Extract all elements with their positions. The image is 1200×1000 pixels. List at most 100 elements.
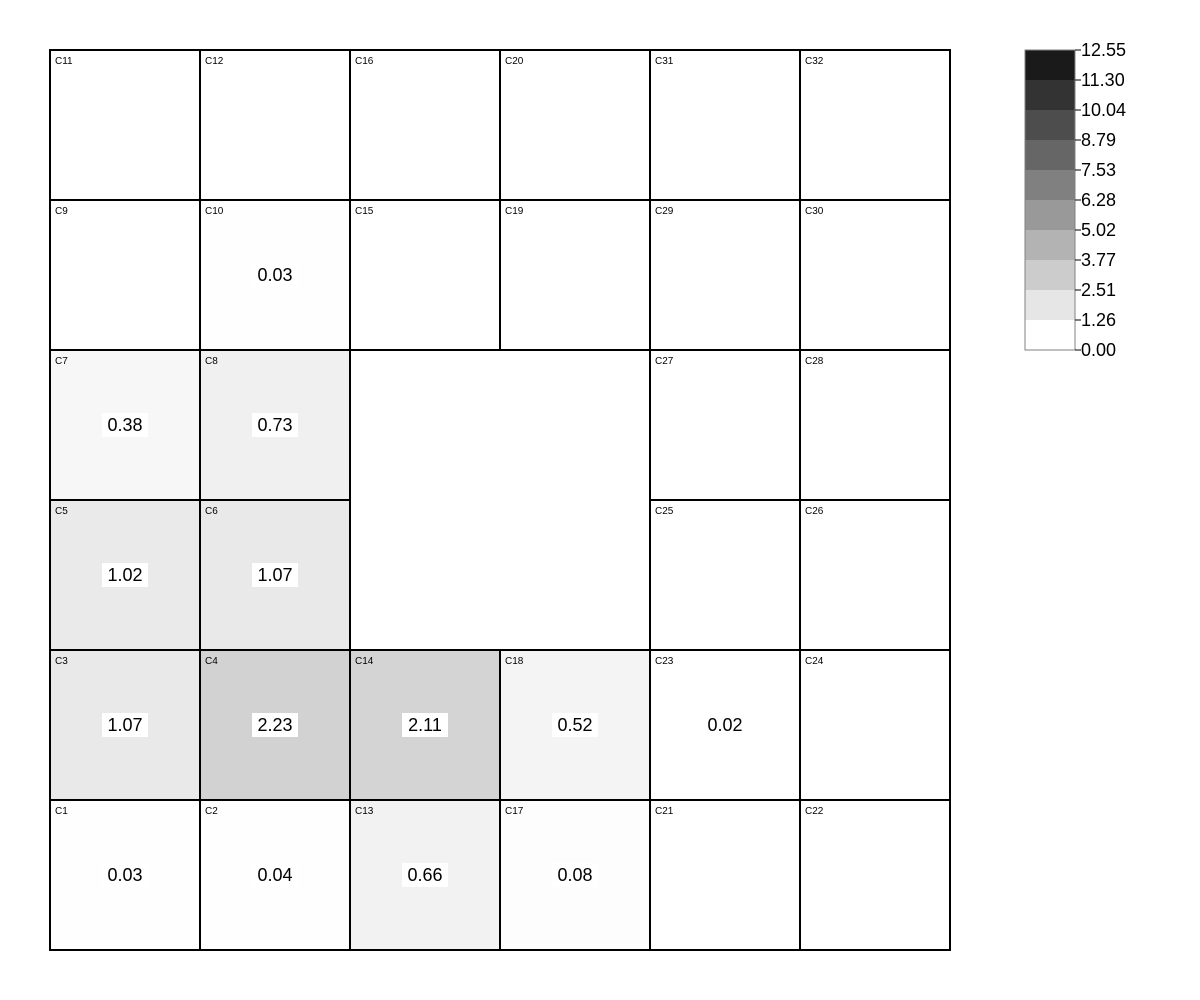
heatmap-cell: C7 0.38 xyxy=(49,349,201,501)
heatmap-cell: C12 xyxy=(199,49,351,201)
heatmap-cell: C29 xyxy=(649,199,801,351)
value-label: 0.73 xyxy=(257,415,292,435)
cell-id-label: C2 xyxy=(205,806,218,817)
heatmap-cell: C22 xyxy=(799,799,951,951)
value-label: 2.23 xyxy=(257,715,292,735)
cell-c30 xyxy=(799,199,951,351)
value-label: 0.03 xyxy=(257,265,292,285)
heatmap-cell: C27 xyxy=(649,349,801,501)
cell-c27 xyxy=(649,349,801,501)
cell-id-label: C19 xyxy=(505,206,524,217)
heatmap-cell: C16 xyxy=(349,49,501,201)
heatmap-cell: C13 0.66 xyxy=(349,799,501,951)
cell-id-label: C12 xyxy=(205,56,224,67)
value-label-bg xyxy=(252,563,298,587)
cell-c16 xyxy=(349,49,501,201)
cell-id-label: C32 xyxy=(805,56,824,67)
heatmap-cell: C10 0.03 xyxy=(199,199,351,351)
heatmap-cell: C30 xyxy=(799,199,951,351)
heatmap-cell: C26 xyxy=(799,499,951,651)
value-label-bg xyxy=(252,263,298,287)
heatmap-cell: C31 xyxy=(649,49,801,201)
cell-id-label: C3 xyxy=(55,656,68,667)
value-label: 0.02 xyxy=(707,715,742,735)
value-label-bg xyxy=(102,413,148,437)
value-label: 0.52 xyxy=(557,715,592,735)
heatmap-cell: C17 0.08 xyxy=(499,799,651,951)
value-label-bg xyxy=(252,863,298,887)
heatmap-cell: C24 xyxy=(799,649,951,801)
cell-id-label: C15 xyxy=(355,206,374,217)
heatmap-cell: C4 2.23 xyxy=(199,649,351,801)
cell-id-label: C23 xyxy=(655,656,674,667)
cell-id-label: C17 xyxy=(505,806,524,817)
cell-id-label: C31 xyxy=(655,56,674,67)
value-label: 2.11 xyxy=(408,715,442,735)
heatmap-cell: C25 xyxy=(649,499,801,651)
empty-region xyxy=(349,349,651,651)
heatmap-cell: C11 xyxy=(49,49,201,201)
cell-c29 xyxy=(649,199,801,351)
cell-id-label: C7 xyxy=(55,356,68,367)
cell-c19 xyxy=(499,199,651,351)
cell-id-label: C21 xyxy=(655,806,674,817)
heatmap-cell: C2 0.04 xyxy=(199,799,351,951)
value-label-bg xyxy=(552,863,598,887)
cell-id-label: C26 xyxy=(805,506,824,517)
value-label: 1.07 xyxy=(257,565,292,585)
cell-id-label: C10 xyxy=(205,206,224,217)
cell-id-label: C6 xyxy=(205,506,218,517)
cell-id-label: C22 xyxy=(805,806,824,817)
cell-c24 xyxy=(799,649,951,801)
heatmap-cell: C18 0.52 xyxy=(499,649,651,801)
cell-id-label: C5 xyxy=(55,506,68,517)
value-label-bg xyxy=(102,863,148,887)
cell-id-label: C14 xyxy=(355,656,374,667)
heatmap-cell: C15 xyxy=(349,199,501,351)
cell-c31 xyxy=(649,49,801,201)
cell-id-label: C8 xyxy=(205,356,218,367)
cell-c26 xyxy=(799,499,951,651)
cell-c25 xyxy=(649,499,801,651)
heatmap-cell: C14 2.11 xyxy=(349,649,501,801)
heatmap-cell: C23 0.02 xyxy=(649,649,801,801)
value-label-bg xyxy=(402,713,448,737)
value-label: 0.66 xyxy=(407,865,442,885)
cell-c28 xyxy=(799,349,951,501)
cell-c32 xyxy=(799,49,951,201)
cell-id-label: C24 xyxy=(805,656,824,667)
value-label: 0.08 xyxy=(557,865,592,885)
value-label-bg xyxy=(702,713,748,737)
cell-id-label: C20 xyxy=(505,56,524,67)
value-label-bg xyxy=(252,713,298,737)
cell-c9 xyxy=(49,199,201,351)
value-label-bg xyxy=(402,863,448,887)
cell-id-label: C11 xyxy=(55,56,73,67)
heatmap-cell: C9 xyxy=(49,199,201,351)
cell-c22 xyxy=(799,799,951,951)
value-label-bg xyxy=(102,563,148,587)
heatmap-cell: C3 1.07 xyxy=(49,649,201,801)
heatmap-cell: C21 xyxy=(649,799,801,951)
value-label-bg xyxy=(252,413,298,437)
cell-id-label: C4 xyxy=(205,656,218,667)
cell-id-label: C16 xyxy=(355,56,374,67)
cell-id-label: C29 xyxy=(655,206,674,217)
cell-c12 xyxy=(199,49,351,201)
heatmap-cell: C8 0.73 xyxy=(199,349,351,501)
heatmap-cell: C28 xyxy=(799,349,951,501)
cell-id-label: C30 xyxy=(805,206,824,217)
grid-border xyxy=(49,49,951,951)
cell-c15 xyxy=(349,199,501,351)
value-label-bg xyxy=(102,713,148,737)
value-label-bg xyxy=(552,713,598,737)
cell-id-label: C1 xyxy=(55,806,68,817)
value-label: 0.03 xyxy=(107,865,142,885)
value-label: 0.04 xyxy=(257,865,292,885)
cell-id-label: C25 xyxy=(655,506,674,517)
cell-id-label: C28 xyxy=(805,356,824,367)
heatmap-cell: C32 xyxy=(799,49,951,201)
cell-c11 xyxy=(49,49,201,201)
heatmap-cell: C19 xyxy=(499,199,651,351)
